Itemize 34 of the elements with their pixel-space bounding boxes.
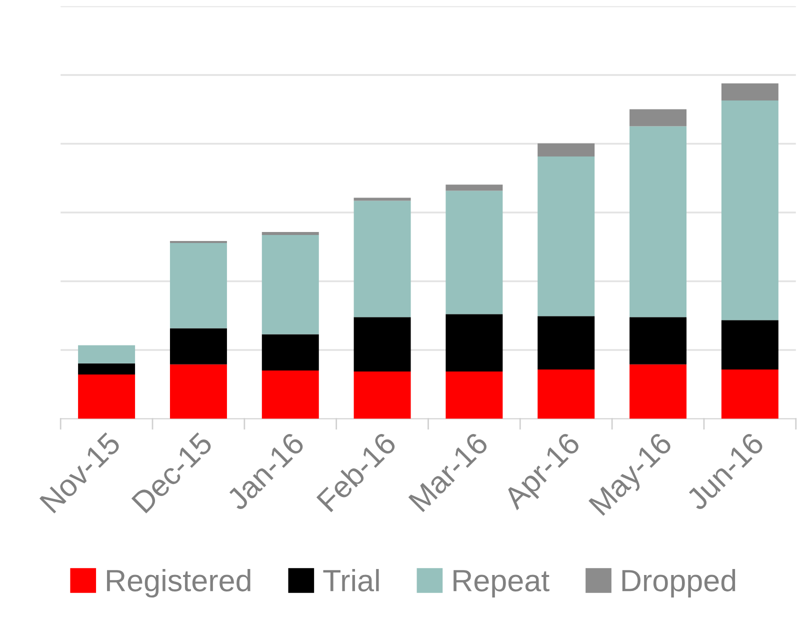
bar <box>78 363 136 374</box>
bar <box>170 364 227 419</box>
legend-label: Registered <box>107 569 250 598</box>
bar <box>78 374 136 419</box>
bar <box>354 317 411 372</box>
bar <box>630 126 687 318</box>
bar <box>630 364 687 419</box>
bar <box>446 190 503 314</box>
bar <box>262 234 319 334</box>
bar <box>262 370 319 419</box>
bar <box>721 83 778 100</box>
bar <box>446 314 503 372</box>
bar <box>721 320 778 370</box>
bar <box>630 109 687 126</box>
bar <box>170 328 227 364</box>
bar <box>262 334 319 370</box>
bar <box>721 100 778 320</box>
legend-label: Repeat <box>454 570 550 598</box>
bar <box>354 198 411 201</box>
bar <box>354 371 411 419</box>
bar <box>78 345 136 364</box>
bar <box>538 369 595 419</box>
bar <box>538 143 595 156</box>
bar <box>354 200 411 318</box>
bar <box>446 184 503 191</box>
bar <box>538 316 595 370</box>
legend-label: Trial <box>323 569 379 592</box>
legend-label: Dropped <box>622 569 736 598</box>
bar <box>630 317 687 364</box>
bar <box>538 156 595 316</box>
bar <box>170 243 227 328</box>
bar <box>446 371 503 419</box>
bar <box>721 369 778 419</box>
bar <box>262 232 319 235</box>
